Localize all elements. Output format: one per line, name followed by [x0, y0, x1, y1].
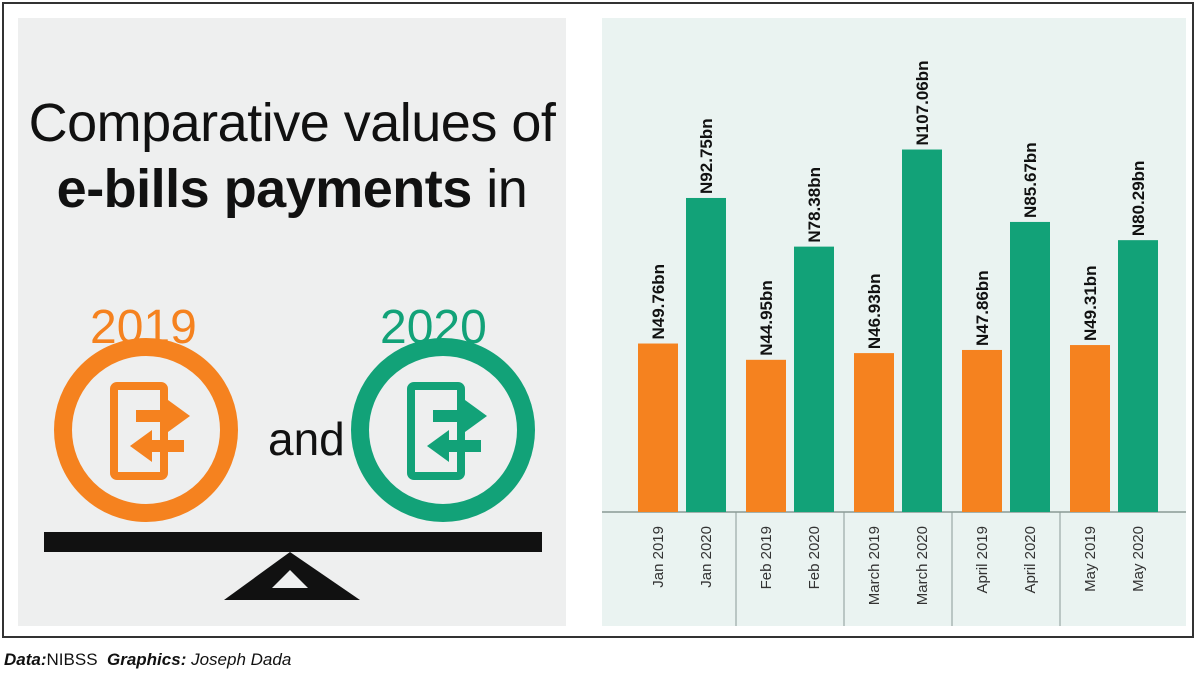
title-line-2: e-bills payments in — [18, 156, 566, 222]
page-title: Comparative values of e-bills payments i… — [18, 90, 566, 222]
balance-scale-icon — [44, 532, 542, 600]
value-label: N80.29bn — [1129, 161, 1148, 237]
bar-2020-march — [902, 149, 942, 512]
tick-label: Feb 2020 — [806, 526, 823, 589]
chart-panel: N49.76bn Jan 2019 N92.75bn Jan 2020 N44.95bn… — [602, 18, 1186, 626]
value-label: N47.86bn — [973, 270, 992, 346]
infographic-frame: Comparative values of e-bills payments i… — [2, 2, 1194, 638]
tick-label: May 2019 — [1082, 526, 1099, 592]
phone-transfer-icon-2019 — [54, 338, 238, 522]
bar-2019-jan — [638, 343, 678, 512]
footer-credits: Data:NIBSS Graphics: Joseph Dada — [4, 650, 291, 670]
tick-label: April 2019 — [974, 526, 991, 594]
value-label: N92.75bn — [697, 118, 716, 194]
bar-2019-april — [962, 349, 1002, 512]
bar-2020-may — [1118, 240, 1158, 512]
value-label: N44.95bn — [757, 280, 776, 356]
tick-label: April 2020 — [1022, 526, 1039, 594]
bar-2020-jan — [686, 197, 726, 513]
value-label: N49.31bn — [1081, 265, 1100, 341]
tick-label: May 2020 — [1130, 526, 1147, 592]
title-panel: Comparative values of e-bills payments i… — [18, 18, 566, 626]
bar-2019-feb — [746, 359, 786, 512]
tick-label: Jan 2020 — [698, 526, 715, 588]
tick-label: Jan 2019 — [650, 526, 667, 588]
tick-label: March 2020 — [914, 526, 931, 605]
phone-transfer-icon-2020 — [351, 338, 535, 522]
illustration — [44, 338, 542, 600]
bar-chart: N49.76bn Jan 2019 N92.75bn Jan 2020 N44.95bn… — [602, 60, 1186, 626]
tick-label: Feb 2019 — [758, 526, 775, 589]
value-label: N49.76bn — [649, 264, 668, 340]
bar-2020-feb — [794, 246, 834, 513]
graphics-credit-value: Joseph Dada — [191, 650, 292, 669]
and-connector: and — [268, 413, 345, 465]
value-label: N107.06bn — [913, 60, 932, 145]
bar-2019-may — [1070, 345, 1110, 512]
title-after-bold: in — [471, 159, 528, 219]
bar-2020-april — [1010, 221, 1050, 512]
title-line-1: Comparative values of — [28, 93, 556, 153]
tick-label: March 2019 — [866, 526, 883, 605]
title-bold: e-bills payments — [56, 159, 473, 219]
value-label: N78.38bn — [805, 167, 824, 243]
bar-2019-march — [854, 353, 894, 512]
value-label: N46.93bn — [865, 274, 884, 350]
data-source-label: Data: — [4, 650, 47, 669]
data-source-value: NIBSS — [46, 650, 98, 669]
graphics-credit-label: Graphics: — [107, 650, 187, 669]
value-label: N85.67bn — [1021, 142, 1040, 218]
